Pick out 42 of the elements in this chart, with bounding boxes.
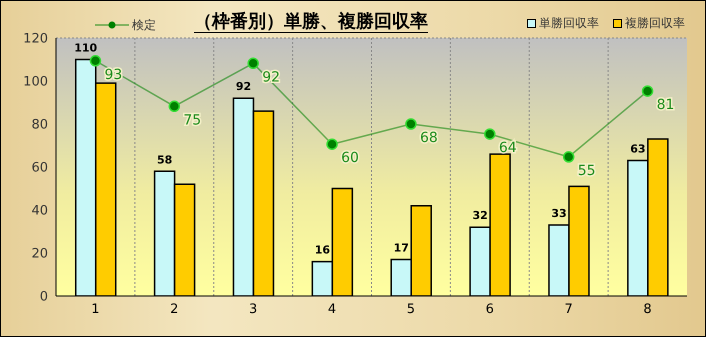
y-tick-label: 100 — [23, 74, 48, 90]
data-label: 17 — [394, 241, 409, 254]
chart-title: （枠番別）単勝、複勝回収率 — [194, 11, 428, 33]
legend-label: 検定 — [132, 16, 156, 34]
point — [562, 151, 574, 163]
point — [405, 118, 417, 130]
data-label: 110 — [74, 42, 98, 54]
data-label: 63 — [630, 142, 646, 156]
legend-label: 複勝回収率 — [625, 15, 685, 32]
x-tick-label: 1 — [91, 302, 100, 318]
data-label: 55 — [578, 162, 596, 179]
data-label: 60 — [341, 150, 359, 166]
point — [90, 55, 102, 67]
point — [326, 138, 338, 150]
y-tick-label: 60 — [31, 160, 48, 176]
data-label: 32 — [472, 209, 488, 222]
data-label: 58 — [156, 153, 172, 166]
data-label: 93 — [104, 66, 122, 83]
data-label: 68 — [420, 130, 438, 146]
y-tick-label: 120 — [23, 32, 48, 47]
legend-label: 単勝回収率 — [539, 15, 599, 32]
x-tick-label: 5 — [406, 302, 416, 318]
x-tick-label: 4 — [328, 302, 336, 318]
x-tick-label: 8 — [643, 302, 652, 318]
point — [642, 85, 654, 97]
x-tick-label: 6 — [486, 302, 494, 318]
point — [484, 128, 496, 140]
data-label: 92 — [236, 80, 252, 94]
data-label: 16 — [314, 244, 330, 257]
data-label: 33 — [551, 207, 567, 220]
data-label: 75 — [183, 112, 202, 128]
y-tick-label: 20 — [31, 246, 48, 262]
point — [247, 58, 259, 70]
y-tick-label: 40 — [31, 204, 48, 219]
data-label: 64 — [498, 140, 517, 156]
x-tick-label: 2 — [170, 302, 178, 318]
data-label: 81 — [656, 97, 674, 114]
x-tick-label: 3 — [249, 302, 258, 318]
y-tick-label: 80 — [31, 118, 48, 133]
y-tick-label: 0 — [40, 290, 48, 305]
point — [168, 100, 180, 112]
x-tick-label: 7 — [564, 302, 573, 318]
